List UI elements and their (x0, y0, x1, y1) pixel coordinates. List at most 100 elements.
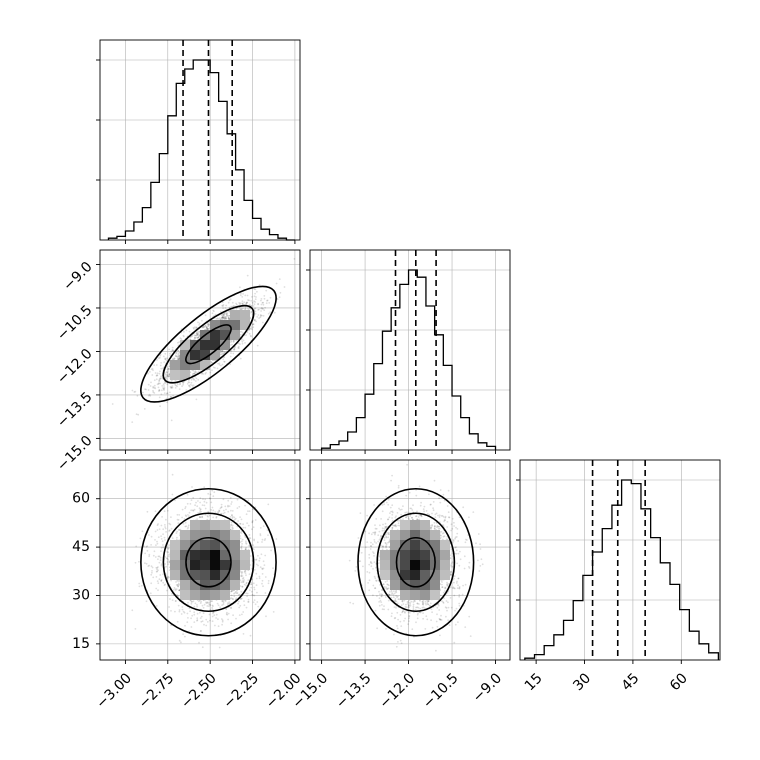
sample-point (173, 357, 176, 360)
sample-point (245, 513, 248, 516)
sample-point (198, 322, 201, 325)
sample-point (222, 599, 224, 602)
sample-point (165, 518, 167, 521)
sample-point (225, 508, 227, 511)
sample-point (177, 349, 180, 352)
sample-point (197, 332, 200, 334)
sample-point (239, 579, 242, 582)
sample-point (176, 357, 179, 360)
sample-point (243, 571, 246, 573)
sample-point (230, 340, 233, 343)
sample-point (194, 334, 197, 337)
sample-point (159, 574, 162, 576)
sample-point (214, 624, 216, 627)
sample-point (214, 367, 216, 369)
sample-point (196, 612, 199, 615)
sample-point (193, 372, 196, 375)
sample-point (176, 383, 179, 386)
sample-point (239, 286, 241, 289)
sample-point (194, 372, 197, 375)
sample-point (230, 501, 233, 503)
sample-point (184, 507, 187, 510)
sample-point (261, 567, 263, 570)
sample-point (240, 574, 243, 577)
sample-point (199, 508, 202, 511)
sample-point (222, 304, 225, 306)
sample-point (228, 318, 231, 320)
sample-point (166, 551, 169, 553)
sample-point (211, 489, 214, 492)
sample-point (224, 307, 227, 309)
sample-point (252, 326, 255, 329)
sample-point (253, 588, 256, 591)
sample-point (222, 603, 225, 606)
sample-point (276, 298, 279, 301)
sample-point (221, 315, 224, 318)
sample-point (159, 370, 161, 373)
sample-point (250, 583, 252, 585)
sample-point (228, 602, 231, 605)
sample-point (149, 371, 151, 373)
sample-point (156, 374, 158, 376)
sample-point (145, 600, 148, 603)
sample-point (160, 362, 163, 364)
sample-point (233, 518, 236, 521)
sample-point (149, 385, 152, 387)
sample-point (171, 349, 174, 352)
sample-point (180, 613, 183, 615)
sample-point (235, 308, 238, 310)
sample-point (240, 518, 243, 521)
sample-point (229, 363, 232, 366)
sample-point (198, 641, 200, 644)
sample-point (239, 516, 242, 518)
sample-point (199, 611, 201, 614)
sample-point (232, 527, 234, 530)
sample-point (232, 340, 235, 343)
sample-point (223, 317, 226, 319)
sample-point (144, 552, 147, 555)
sample-point (241, 296, 244, 298)
sample-point (178, 639, 181, 642)
sample-point (157, 386, 160, 389)
sample-point (147, 565, 150, 567)
sample-point (204, 325, 207, 327)
sample-point (218, 363, 221, 366)
sample-point (205, 601, 208, 604)
sample-point (260, 314, 263, 317)
sample-point (234, 592, 237, 594)
sample-point (183, 611, 186, 614)
sample-point (162, 573, 165, 576)
sample-point (161, 385, 164, 387)
density-cell (190, 350, 200, 360)
sample-point (152, 386, 155, 389)
contour-line (140, 285, 277, 403)
sample-point (233, 516, 236, 519)
sample-point (293, 258, 296, 260)
sample-point (192, 372, 194, 375)
sample-point (195, 334, 198, 337)
sample-point (245, 302, 248, 305)
sample-point (270, 549, 272, 552)
sample-point (222, 358, 225, 361)
sample-point (205, 326, 208, 329)
sample-point (172, 358, 175, 361)
sample-point (253, 569, 256, 571)
sample-point (232, 614, 235, 617)
sample-point (256, 541, 259, 544)
sample-point (197, 378, 200, 381)
sample-point (154, 556, 157, 558)
sample-point (167, 563, 170, 566)
sample-point (178, 388, 181, 390)
sample-point (160, 579, 163, 581)
sample-point (134, 628, 137, 630)
sample-point (195, 501, 197, 504)
sample-point (188, 511, 191, 514)
sample-point (260, 310, 262, 312)
density-cell (220, 330, 230, 340)
sample-point (179, 337, 182, 340)
sample-point (162, 544, 164, 546)
sample-point (223, 350, 226, 353)
sample-point (155, 544, 157, 546)
sample-point (186, 612, 189, 615)
